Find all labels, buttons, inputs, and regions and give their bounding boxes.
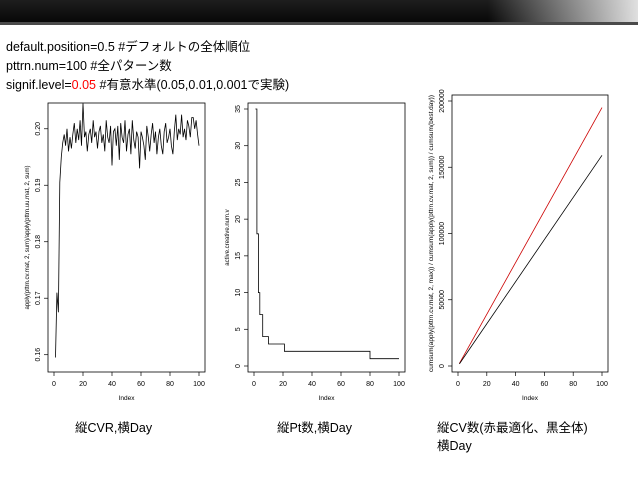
pt-count-step-line [255, 108, 399, 360]
y-axis-label: active.creative.num.v [225, 209, 231, 265]
plot-frame [247, 102, 406, 373]
y-tick-label: 0.18 [35, 235, 42, 249]
x-tick-label: 80 [366, 381, 374, 388]
x-tick-label: 0 [456, 381, 460, 388]
code-line-pttrn-num: pttrn.num=100 #全パターン数 [6, 55, 172, 74]
code-text: default.position=0.5 #デフォルトの全体順位 [6, 40, 251, 54]
code-line-default-position: default.position=0.5 #デフォルトの全体順位 [6, 36, 250, 55]
x-tick-label: 0 [52, 381, 56, 388]
y-tick-label: 10 [235, 289, 242, 297]
highlight-value: 0.05 [71, 78, 97, 92]
x-tick-label: 40 [308, 381, 316, 388]
title-bar-divider [0, 22, 638, 25]
y-tick-label: 0.20 [35, 122, 42, 136]
x-tick-label: 80 [166, 381, 174, 388]
x-tick-label: 40 [108, 381, 116, 388]
y-tick-label: 25 [235, 178, 242, 186]
cvr-series-line [55, 103, 200, 358]
y-tick-label: 0.17 [35, 291, 42, 305]
y-tick-label: 20 [235, 215, 242, 223]
x-tick-label: 60 [137, 381, 145, 388]
x-tick-label: 100 [596, 381, 608, 388]
x-tick-label: 100 [193, 381, 205, 388]
title-bar-highlight [488, 0, 638, 25]
slide-title-bar [0, 0, 638, 25]
chart-1: 0 20 40 60 80 100 Index 0.16 0.17 0.18 0.19 0.20 app… [25, 102, 206, 402]
code-text: signif.level= [6, 78, 72, 92]
y-tick-label: 0.19 [35, 178, 42, 192]
plot-frame [47, 102, 206, 373]
y-tick-label: 0 [235, 364, 242, 368]
plot-frame [451, 94, 609, 373]
caption-pt: 縦Pt数,横Day [277, 421, 353, 435]
code-text: pttrn.num=100 #全パターン数 [6, 59, 172, 73]
code-comment: #有意水準(0.05,0.01,0.001で実験) [96, 78, 290, 92]
y-axis-label: apply(pttrn.cv.mat, 2, sum)/apply(pttrn.… [25, 166, 31, 310]
x-axis-label: Index [119, 395, 136, 402]
y-tick-label: 15 [235, 252, 242, 260]
y-tick-label: 0.16 [35, 348, 42, 362]
x-axis-label: Index [522, 395, 539, 402]
chart-3: 0 20 40 60 80 100 Index 0 50000 100000 150000 20000… [429, 89, 609, 402]
y-axis-label: cumsum(apply(pttrn.cv.mat, 2, max)) / cu… [429, 95, 435, 372]
x-tick-label: 20 [279, 381, 287, 388]
cv-total-line [459, 155, 603, 365]
x-tick-label: 60 [337, 381, 345, 388]
y-tick-label: 100000 [439, 222, 446, 245]
y-tick-label: 30 [235, 142, 242, 150]
y-tick-label: 50000 [439, 290, 446, 310]
x-tick-label: 20 [483, 381, 491, 388]
x-tick-label: 40 [512, 381, 520, 388]
y-tick-label: 200000 [439, 89, 446, 112]
code-line-signif-level: signif.level=0.05 #有意水準(0.05,0.01,0.001で… [6, 74, 289, 93]
x-tick-label: 0 [252, 381, 256, 388]
y-tick-label: 0 [439, 364, 446, 368]
caption-cv-line1: 縦CV数(赤最適化、黒全体) [437, 421, 588, 435]
caption-cvr: 縦CVR,横Day [75, 421, 153, 435]
x-tick-label: 80 [569, 381, 577, 388]
cv-optimized-line [459, 107, 603, 364]
caption-cv-line2: 横Day [437, 439, 472, 453]
x-tick-label: 20 [79, 381, 87, 388]
x-tick-label: 60 [541, 381, 549, 388]
y-tick-label: 35 [235, 105, 242, 113]
y-tick-label: 5 [235, 327, 242, 331]
x-axis-label: Index [319, 395, 336, 402]
chart-2: 0 20 40 60 80 100 Index 0 5 10 15 20 25 30 35 active.cr… [225, 102, 406, 402]
y-tick-label: 150000 [439, 155, 446, 178]
x-tick-label: 100 [393, 381, 405, 388]
